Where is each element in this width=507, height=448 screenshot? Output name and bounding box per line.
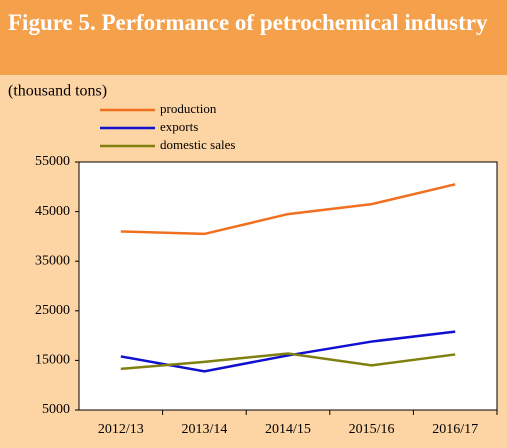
- legend-label: exports: [160, 119, 198, 134]
- x-tick-label: 2015/16: [349, 422, 395, 437]
- x-tick-label: 2013/14: [181, 422, 227, 437]
- units-label: (thousand tons): [8, 83, 107, 100]
- y-tick-label: 15000: [35, 353, 70, 368]
- chart-title: Figure 5. Performance of petrochemical i…: [0, 0, 507, 75]
- y-tick-label: 25000: [35, 303, 70, 318]
- y-tick-label: 5000: [42, 402, 70, 417]
- chart: (thousand tons) 5000 15000 25000 35000 45000…: [8, 83, 498, 437]
- line: [120, 183, 456, 236]
- line: [120, 352, 456, 371]
- line: [120, 330, 456, 373]
- x-tick-label: 2016/17: [432, 422, 478, 437]
- x-tick-label: 2012/13: [98, 422, 144, 437]
- y-tick-label: 55000: [35, 154, 70, 169]
- x-tick-label: 2014/15: [265, 422, 311, 437]
- legend-label: production: [160, 101, 217, 116]
- legend-label: domestic sales: [160, 137, 235, 152]
- plot-area: [78, 161, 498, 411]
- y-tick-label: 45000: [35, 204, 70, 219]
- y-tick-label: 35000: [35, 253, 70, 268]
